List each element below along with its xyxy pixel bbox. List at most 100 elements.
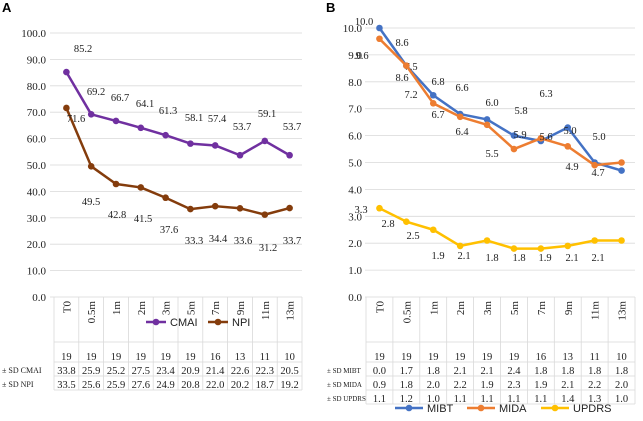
data-point-mibt: [564, 124, 572, 131]
table-n-cell: 19: [111, 352, 122, 363]
series-line-npi: [65, 107, 290, 216]
table-n-cell: 11: [260, 352, 270, 363]
data-label-mida: 5.6: [539, 132, 552, 143]
series-line-updrs: [378, 207, 622, 250]
data-label-npi: 33.3: [185, 236, 203, 247]
category-label: 11m: [260, 301, 272, 321]
data-point-npi: [162, 194, 169, 202]
data-label-mida: 8.6: [395, 73, 408, 84]
data-point-mibt: [510, 132, 518, 139]
table-cell: 2.2: [588, 380, 601, 391]
table-cell: 22.0: [206, 380, 224, 391]
data-point-cmai: [162, 131, 169, 139]
category-label: 3m: [161, 301, 173, 316]
data-label-updrs: 3.3: [354, 205, 367, 216]
data-label-npi: 31.2: [259, 243, 277, 254]
data-label-mida: 5.5: [485, 149, 498, 160]
data-label-npi: 34.4: [209, 234, 228, 245]
data-point-mida: [564, 143, 572, 150]
data-label-mibt: 5.0: [592, 132, 605, 143]
legend-label-updrs: UPDRS: [573, 403, 612, 415]
y-tick-label: 4.0: [348, 184, 362, 196]
y-tick-label: 5.0: [348, 158, 362, 170]
table-cell: 20.5: [280, 366, 298, 377]
data-point-mida: [618, 159, 625, 166]
data-label-cmai: 85.2: [74, 44, 92, 55]
table-cell: 2.1: [454, 366, 467, 377]
data-point-mida: [429, 100, 437, 107]
data-label-mibt: 8.6: [395, 38, 408, 49]
data-point-npi: [87, 163, 95, 170]
table-cell: 20.2: [231, 380, 249, 391]
data-label-mibt: 6.8: [431, 77, 444, 88]
y-tick-label: 60.0: [27, 134, 47, 146]
category-label: 0.5m: [86, 301, 98, 324]
table-n-cell: 19: [455, 352, 466, 363]
data-point-updrs: [456, 242, 464, 250]
table-cell: 1.8: [588, 366, 601, 377]
table-cell: 22.3: [256, 366, 274, 377]
category-label: 9m: [563, 301, 575, 316]
table-cell: 20.8: [181, 380, 199, 391]
y-tick-label: 50.0: [27, 160, 47, 172]
table-n-cell: 16: [210, 352, 221, 363]
legend-label-cmai: CMAI: [170, 317, 198, 329]
data-label-mida: 5.9: [513, 130, 526, 141]
table-n-cell: 19: [482, 352, 493, 363]
legend-marker-cmai: [152, 318, 160, 326]
table-cell: 1.8: [615, 366, 628, 377]
data-label-updrs: 2.5: [406, 231, 419, 242]
legend-label-mida: MIDA: [499, 403, 527, 415]
data-label-mida: 4.9: [565, 162, 578, 173]
data-label-mibt: 5.0: [563, 126, 576, 137]
y-tick-label: 1.0: [348, 265, 362, 277]
data-point-mida: [591, 161, 598, 169]
data-point-mida: [403, 62, 410, 69]
table-cell: 1.8: [534, 366, 547, 377]
category-label: 13m: [617, 301, 629, 321]
table-cell: 1.8: [561, 366, 574, 377]
data-point-mida: [537, 134, 545, 142]
legend-marker-mida: [477, 404, 485, 412]
category-label: 2m: [136, 301, 148, 316]
data-label-updrs: 1.8: [485, 253, 498, 264]
category-label: 13m: [285, 301, 297, 321]
table-cell: 18.7: [256, 380, 274, 391]
y-tick-label: 2.0: [348, 238, 362, 250]
table-cell: 1.1: [507, 394, 520, 405]
data-point-cmai: [187, 140, 194, 147]
table-cell: 1.7: [400, 366, 413, 377]
y-tick-label: 8.0: [348, 77, 362, 89]
data-label-mibt: 10.0: [355, 17, 373, 28]
legend-label-mibt: MIBT: [427, 403, 454, 415]
table-cell: 2.3: [507, 380, 520, 391]
category-label: 3m: [482, 301, 494, 316]
table-cell: 1.9: [534, 380, 547, 391]
data-label-updrs: 2.1: [565, 253, 578, 264]
category-label: 1m: [428, 301, 440, 316]
data-point-mida: [510, 145, 518, 153]
y-tick-label: 7.0: [348, 104, 362, 116]
data-label-mibt: 6.0: [485, 98, 498, 109]
table-cell: 2.1: [480, 366, 493, 377]
legend-marker-npi: [214, 318, 222, 326]
data-point-cmai: [236, 151, 244, 159]
data-label-mida: 6.4: [455, 127, 469, 138]
table-cell: 25.6: [82, 380, 100, 391]
category-label: T0: [374, 301, 386, 314]
data-label-npi: 37.6: [160, 225, 178, 236]
data-point-mida: [456, 113, 464, 121]
table-cell: 1.1: [480, 394, 493, 405]
data-label-mibt: 6.3: [539, 89, 552, 100]
table-n-cell: 19: [374, 352, 385, 363]
data-point-npi: [187, 205, 194, 213]
table-row-label: ± SD MIBT: [327, 367, 362, 375]
table-n-cell: 19: [61, 352, 72, 363]
y-tick-label: 6.0: [348, 131, 362, 143]
y-tick-label: 3.0: [348, 211, 362, 223]
table-cell: 19.2: [280, 380, 298, 391]
data-label-mida: 4.7: [591, 168, 604, 179]
table-n-cell: 19: [401, 352, 412, 363]
table-n-cell: 16: [536, 352, 547, 363]
